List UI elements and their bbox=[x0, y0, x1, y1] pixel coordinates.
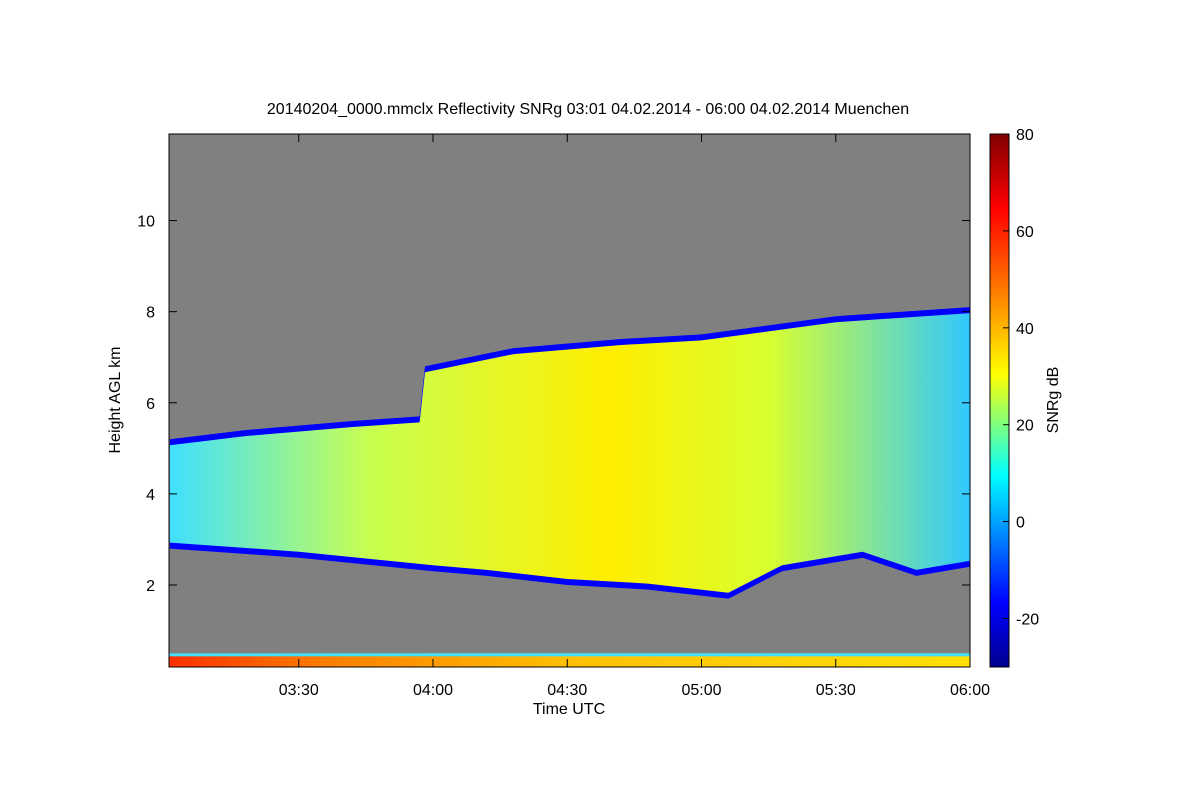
x-tick-label: 05:00 bbox=[681, 682, 721, 699]
x-tick-label: 04:00 bbox=[413, 682, 453, 699]
y-axis-ticks: 2 4 6 8 10 bbox=[137, 214, 970, 595]
chart-title: 20140204_0000.mmclx Reflectivity SNRg 03… bbox=[267, 101, 909, 118]
ground-clutter-top bbox=[169, 653, 970, 657]
y-tick-label: 8 bbox=[146, 305, 155, 322]
x-tick-label: 04:30 bbox=[547, 682, 587, 699]
x-tick-label: 06:00 bbox=[950, 682, 990, 699]
x-axis-ticks: 03:30 04:00 04:30 05:00 05:30 06:00 bbox=[279, 134, 990, 699]
x-axis-label: Time UTC bbox=[533, 701, 605, 718]
colorbar-gradient bbox=[989, 133, 1010, 668]
ground-clutter-band bbox=[169, 653, 970, 667]
y-tick-label: 10 bbox=[137, 214, 155, 231]
cloud-echo bbox=[169, 313, 970, 593]
y-tick-label: 4 bbox=[146, 487, 155, 504]
colorbar-tick-label: 80 bbox=[1016, 127, 1034, 144]
x-tick-label: 05:30 bbox=[816, 682, 856, 699]
colorbar: 80 60 40 20 0 -20 SNRg dB bbox=[989, 127, 1062, 668]
x-tick-label: 03:30 bbox=[279, 682, 319, 699]
colorbar-tick-label: 0 bbox=[1016, 515, 1025, 532]
y-tick-label: 2 bbox=[146, 578, 155, 595]
colorbar-tick-label: 60 bbox=[1016, 224, 1034, 241]
plot-area bbox=[168, 133, 971, 668]
colorbar-tick-label: 20 bbox=[1016, 418, 1034, 435]
colorbar-label: SNRg dB bbox=[1045, 367, 1062, 434]
colorbar-tick-label: -20 bbox=[1016, 612, 1039, 629]
colorbar-tick-label: 40 bbox=[1016, 321, 1034, 338]
y-tick-label: 6 bbox=[146, 396, 155, 413]
colorbar-ticks: 80 60 40 20 0 -20 bbox=[1003, 127, 1039, 629]
y-axis-label: Height AGL km bbox=[107, 346, 124, 453]
plot-frame bbox=[168, 133, 971, 668]
